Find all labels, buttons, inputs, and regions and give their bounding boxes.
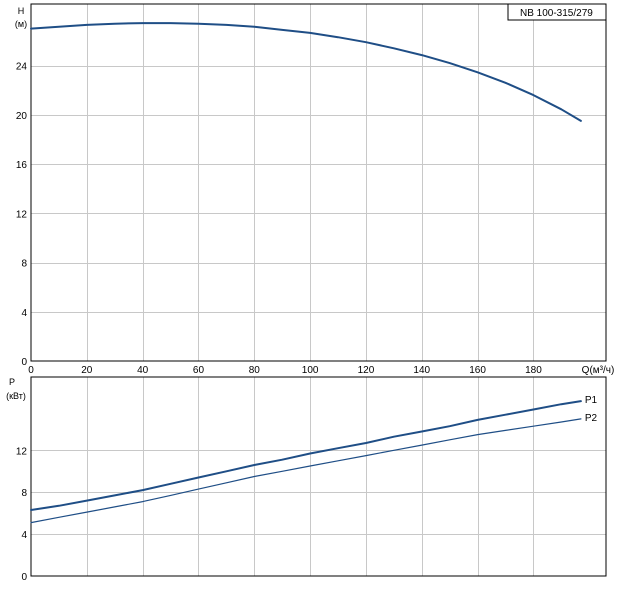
x-tick-label: 140 xyxy=(413,365,430,376)
power-y-axis-unit: (кВт) xyxy=(6,391,26,401)
head-plot-frame xyxy=(30,3,607,362)
head-y-tick-label: 4 xyxy=(21,308,27,319)
x-tick-label: 40 xyxy=(137,365,149,376)
series-p2-label: P2 xyxy=(585,413,598,424)
head-y-tick-label: 8 xyxy=(21,259,27,270)
head-y-tick-labels: 0 4 8 12 16 20 24 xyxy=(16,62,28,368)
x-tick-label: 80 xyxy=(249,365,261,376)
power-curves: P1 P2 xyxy=(30,395,598,524)
power-chart-panel: P (кВт) 0 4 8 12 P1 P2 xyxy=(6,376,607,583)
x-axis-title: Q(м³/ч) xyxy=(582,365,615,376)
power-y-tick-labels: 0 4 8 12 xyxy=(16,446,28,583)
series-p1-line xyxy=(30,400,582,511)
head-y-tick-label: 16 xyxy=(16,160,28,171)
head-y-tick-label: 0 xyxy=(21,357,27,368)
series-p2-line xyxy=(30,418,582,524)
head-x-tick-labels: 0 20 40 60 80 100 120 140 160 180 xyxy=(28,365,542,376)
series-p1-label: P1 xyxy=(585,395,598,406)
head-curves xyxy=(30,22,582,122)
x-tick-label: 20 xyxy=(81,365,93,376)
power-y-tick-label: 8 xyxy=(21,488,27,499)
power-y-tick-label: 4 xyxy=(21,530,27,541)
x-tick-label: 60 xyxy=(193,365,205,376)
x-tick-label: 120 xyxy=(358,365,375,376)
power-y-tick-label: 12 xyxy=(16,446,28,457)
model-label-box: NB 100-315/279 xyxy=(507,3,607,21)
head-chart-panel: NB 100-315/279 H (м) 0 4 8 12 16 20 24 0 20 40 60… xyxy=(15,3,615,376)
x-tick-label: 180 xyxy=(525,365,542,376)
head-y-tick-label: 24 xyxy=(16,62,28,73)
model-label-frame xyxy=(507,3,607,21)
power-y-tick-label: 0 xyxy=(21,572,27,583)
power-y-axis-title: P xyxy=(9,377,15,387)
head-y-axis-title: H xyxy=(18,6,25,16)
head-y-axis-unit: (м) xyxy=(15,19,27,29)
x-tick-label: 0 xyxy=(28,365,34,376)
power-plot-frame xyxy=(30,376,607,577)
x-tick-label: 160 xyxy=(469,365,486,376)
head-y-tick-label: 20 xyxy=(16,111,28,122)
model-label: NB 100-315/279 xyxy=(520,8,593,19)
head-y-tick-label: 12 xyxy=(16,209,28,220)
head-grid xyxy=(31,4,606,361)
head-curve-line xyxy=(30,22,582,122)
power-grid xyxy=(31,377,606,576)
x-tick-label: 100 xyxy=(302,365,319,376)
